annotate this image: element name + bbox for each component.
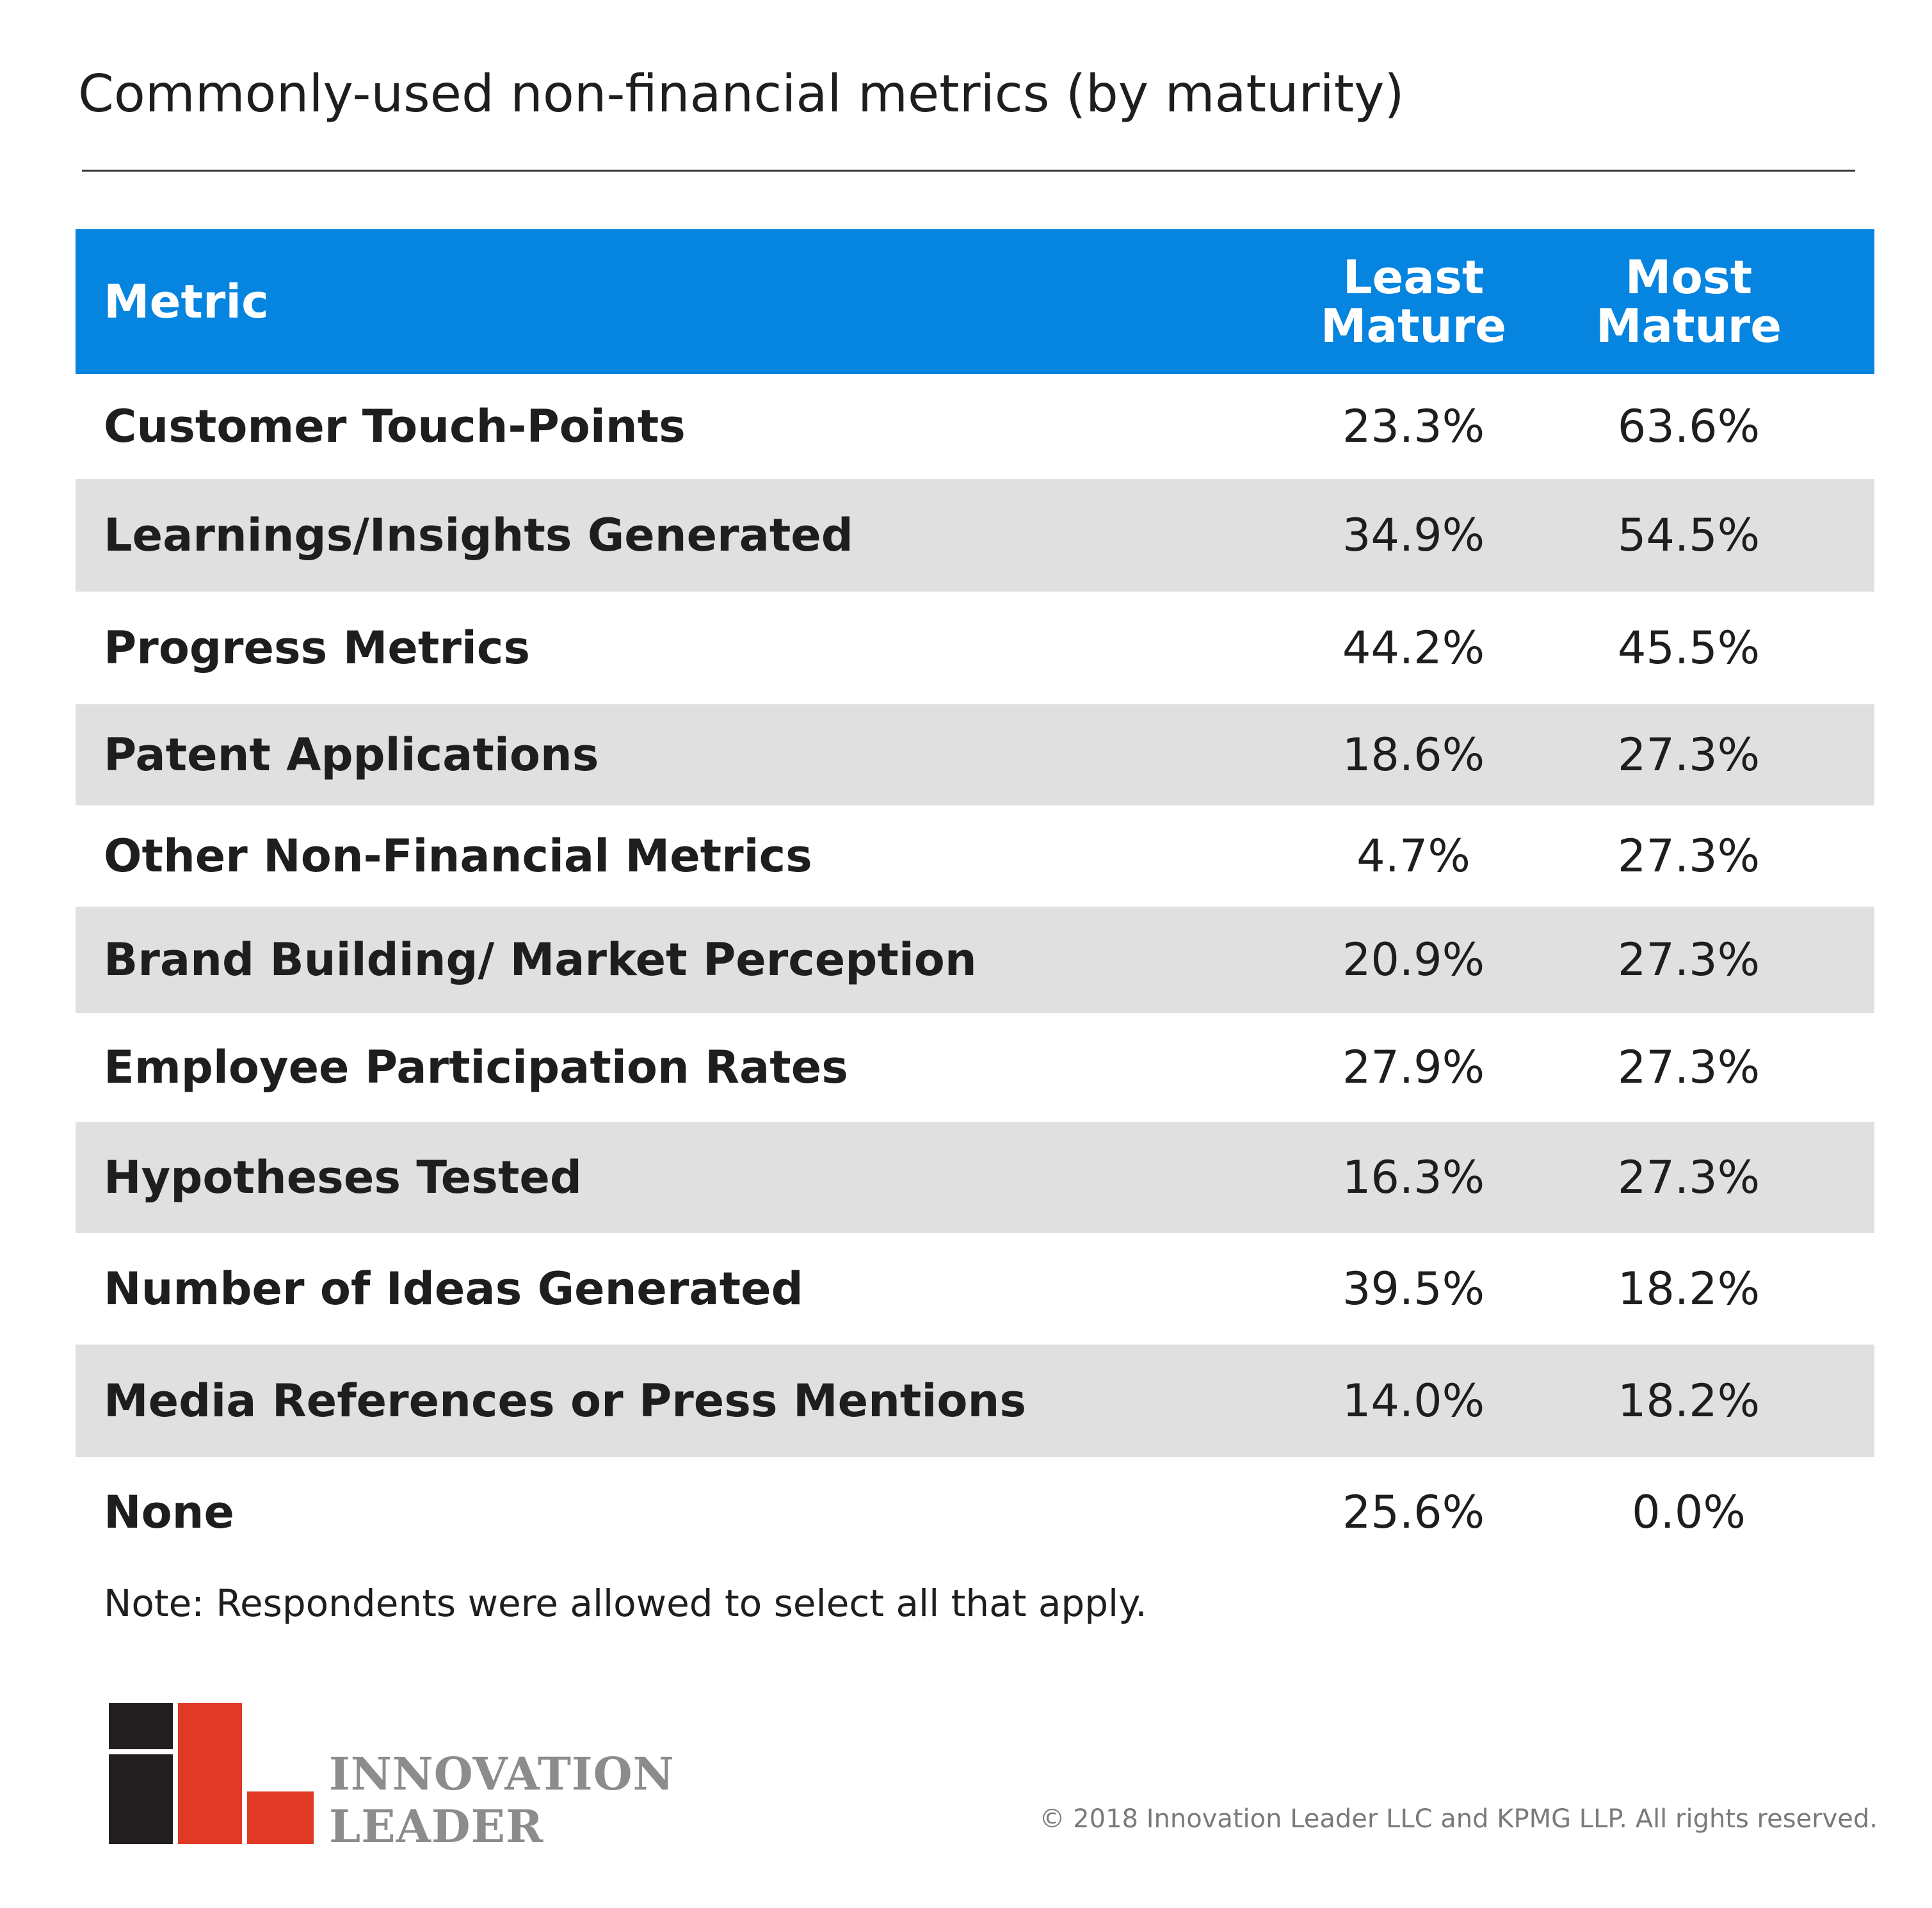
table-header: Metric Least Mature Most Mature [76,229,1874,374]
header-most-mature: Most Mature [1548,229,1830,374]
row-metric-label: Hypotheses Tested [104,1151,582,1204]
row-metric-label: Number of Ideas Generated [104,1263,803,1315]
row-most-mature-value: 45.5% [1617,622,1760,674]
footnote: Note: Respondents were allowed to select… [104,1581,1147,1625]
row-most-mature-value: 63.6% [1617,400,1760,453]
row-metric-label: Progress Metrics [104,622,530,674]
row-metric-label: Learnings/Insights Generated [104,509,853,562]
table-row: Hypotheses Tested 16.3% 27.3% [76,1122,1874,1233]
brand-wordmark: INNOVATION LEADER [329,1748,675,1853]
row-least-mature-value: 18.6% [1342,729,1485,781]
header-least-mature: Least Mature [1273,229,1554,374]
table-row: None 25.6% 0.0% [76,1457,1874,1567]
header-most-line2: Mature [1595,299,1782,353]
row-metric-label: Customer Touch-Points [104,400,686,453]
title-divider [82,170,1855,172]
row-least-mature-value: 44.2% [1342,622,1485,674]
header-least-line1: Least [1342,250,1485,304]
logo-block-bottom-left [109,1754,173,1844]
row-most-mature-value: 27.3% [1617,934,1760,986]
row-metric-label: Media References or Press Mentions [104,1375,1026,1427]
copyright-notice: © 2018 Innovation Leader LLC and KPMG LL… [1039,1804,1878,1834]
table-row: Other Non-Financial Metrics 4.7% 27.3% [76,805,1874,907]
chart-title: Commonly-used non-financial metrics (by … [78,64,1405,124]
logo-block-top-left [109,1703,173,1749]
row-most-mature-value: 18.2% [1617,1375,1760,1427]
row-least-mature-value: 34.9% [1342,509,1485,562]
row-most-mature-value: 27.3% [1617,1151,1760,1204]
table-row: Progress Metrics 44.2% 45.5% [76,592,1874,704]
row-most-mature-value: 27.3% [1617,729,1760,781]
header-least-line2: Mature [1320,299,1507,353]
row-metric-label: Patent Applications [104,729,599,781]
table-body: Customer Touch-Points 23.3% 63.6% Learnings… [76,374,1874,1567]
row-least-mature-value: 20.9% [1342,934,1485,986]
metrics-table: Metric Least Mature Most Mature Customer T… [76,229,1874,1567]
logo-block-center [178,1703,242,1844]
row-most-mature-value: 27.3% [1617,1041,1760,1094]
table-row: Patent Applications 18.6% 27.3% [76,704,1874,805]
logo-block-right [247,1791,314,1844]
table-row: Learnings/Insights Generated 34.9% 54.5% [76,479,1874,592]
row-most-mature-value: 18.2% [1617,1263,1760,1315]
row-most-mature-value: 54.5% [1617,509,1760,562]
table-row: Brand Building/ Market Perception 20.9% 27… [76,907,1874,1013]
row-least-mature-value: 14.0% [1342,1375,1485,1427]
row-most-mature-value: 0.0% [1632,1486,1746,1539]
row-least-mature-value: 39.5% [1342,1263,1485,1315]
table-row: Customer Touch-Points 23.3% 63.6% [76,374,1874,479]
row-metric-label: None [104,1486,234,1539]
header-most-line1: Most [1625,250,1753,304]
row-metric-label: Other Non-Financial Metrics [104,830,812,882]
row-least-mature-value: 27.9% [1342,1041,1485,1094]
brand-line1: INNOVATION [329,1747,675,1800]
innovation-leader-logo [109,1703,314,1844]
table-row: Number of Ideas Generated 39.5% 18.2% [76,1233,1874,1345]
row-least-mature-value: 16.3% [1342,1151,1485,1204]
row-least-mature-value: 25.6% [1342,1486,1485,1539]
row-metric-label: Employee Participation Rates [104,1041,848,1094]
brand-line2: LEADER [329,1800,544,1853]
row-least-mature-value: 4.7% [1356,830,1470,882]
header-metric: Metric [104,275,269,328]
row-most-mature-value: 27.3% [1617,830,1760,882]
row-least-mature-value: 23.3% [1342,400,1485,453]
table-row: Media References or Press Mentions 14.0% 1… [76,1345,1874,1457]
row-metric-label: Brand Building/ Market Perception [104,934,977,986]
table-row: Employee Participation Rates 27.9% 27.3% [76,1013,1874,1122]
